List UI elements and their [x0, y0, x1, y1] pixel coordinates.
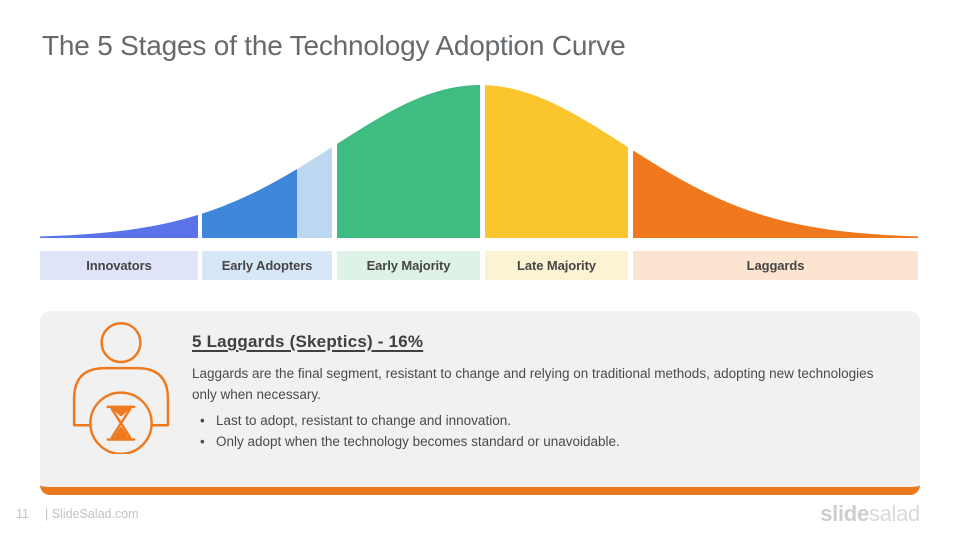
curve-segment-early-majority	[337, 85, 480, 238]
card-description: Laggards are the final segment, resistan…	[192, 366, 874, 402]
hourglass-bottom-bulb	[110, 421, 132, 439]
adoption-bell-curve	[40, 85, 918, 238]
card-bullet-item: Only adopt when the technology becomes s…	[192, 431, 896, 453]
hourglass-sand-top	[112, 407, 130, 417]
person-body	[72, 366, 170, 427]
curve-segment-laggards	[633, 150, 918, 238]
card-bullet-list: Last to adopt, resistant to change and i…	[192, 410, 896, 453]
laggards-detail-card: 5 Laggards (Skeptics) - 16% Laggards are…	[40, 311, 920, 495]
person-head	[100, 322, 142, 364]
logo-text-bold: slide	[820, 501, 869, 526]
logo-text-light: salad	[868, 501, 920, 526]
page-number: 11	[16, 507, 29, 521]
footer-site-text: | SlideSalad.com	[45, 507, 139, 521]
card-text-block: 5 Laggards (Skeptics) - 16% Laggards are…	[192, 332, 896, 453]
stage-labels-row: Innovators Early Adopters Early Majority La…	[40, 251, 918, 280]
curve-segment-innovators	[40, 214, 198, 238]
card-bullet-item: Last to adopt, resistant to change and i…	[192, 410, 896, 432]
stage-label-early-majority: Early Majority	[337, 251, 480, 280]
slidesalad-logo: slidesalad	[820, 501, 920, 527]
curve-segment-early-adopters-light	[297, 147, 332, 238]
card-heading: 5 Laggards (Skeptics) - 16%	[192, 332, 424, 351]
stage-label-laggards: Laggards	[633, 251, 918, 280]
stage-label-innovators: Innovators	[40, 251, 198, 280]
curve-segment-late-majority	[485, 85, 628, 238]
slide-title: The 5 Stages of the Technology Adoption …	[42, 30, 626, 61]
person-with-hourglass-icon	[72, 322, 170, 454]
stage-label-early-adopters: Early Adopters	[202, 251, 332, 280]
stage-label-late-majority: Late Majority	[485, 251, 628, 280]
curve-segment-early-adopters	[202, 169, 297, 238]
hourglass-sand-bottom	[114, 427, 128, 437]
